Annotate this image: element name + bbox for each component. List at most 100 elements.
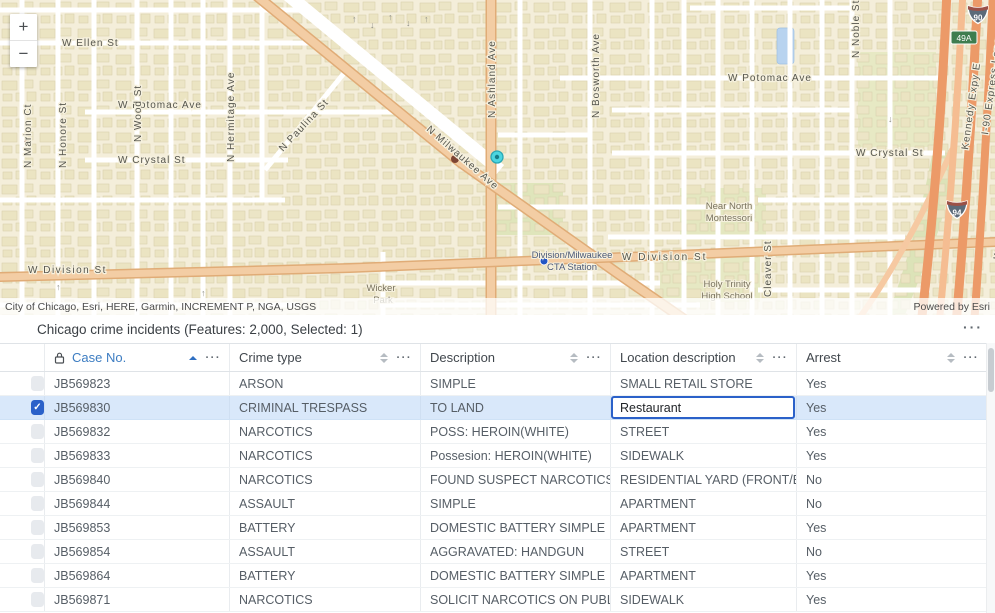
- cell-location-editing[interactable]: Restaurant: [611, 396, 797, 419]
- row-checkbox[interactable]: [31, 448, 44, 463]
- cell-crime-type[interactable]: NARCOTICS: [230, 420, 421, 443]
- cell-crime-type[interactable]: BATTERY: [230, 516, 421, 539]
- table-row[interactable]: JB569823 ARSON SIMPLE SMALL RETAIL STORE…: [0, 372, 995, 396]
- column-menu-arrest[interactable]: ···: [963, 351, 979, 364]
- cell-location[interactable]: APARTMENT: [611, 516, 797, 539]
- cell-crime-type[interactable]: CRIMINAL TRESPASS: [230, 396, 421, 419]
- cta-station-marker[interactable]: [539, 256, 549, 266]
- table-row[interactable]: JB569832 NARCOTICS POSS: HEROIN(WHITE) S…: [0, 420, 995, 444]
- table-scrollbar-track[interactable]: [986, 343, 995, 613]
- table-row[interactable]: JB569840 NARCOTICS FOUND SUSPECT NARCOTI…: [0, 468, 995, 492]
- row-checkbox[interactable]: [31, 544, 44, 559]
- map-point-feature[interactable]: [451, 155, 459, 163]
- cell-arrest[interactable]: Yes: [806, 568, 827, 583]
- cell-case-no[interactable]: JB569830: [45, 396, 230, 419]
- cell-location[interactable]: SMALL RETAIL STORE: [611, 372, 797, 395]
- cell-case-no[interactable]: JB569854: [45, 540, 230, 563]
- cell-case-no[interactable]: JB569823: [45, 372, 230, 395]
- cell-description[interactable]: DOMESTIC BATTERY SIMPLE: [421, 516, 611, 539]
- cell-arrest[interactable]: No: [806, 496, 822, 511]
- cell-description[interactable]: POSS: HEROIN(WHITE): [421, 420, 611, 443]
- row-checkbox[interactable]: [31, 424, 44, 439]
- column-menu-case-no[interactable]: ···: [205, 351, 221, 364]
- cell-arrest[interactable]: No: [806, 472, 822, 487]
- row-checkbox[interactable]: [31, 520, 44, 535]
- svg-text:N Honore St: N Honore St: [58, 102, 69, 168]
- cell-arrest[interactable]: Yes: [806, 520, 827, 535]
- cell-location[interactable]: STREET: [611, 540, 797, 563]
- cell-crime-type[interactable]: BATTERY: [230, 564, 421, 587]
- table-row[interactable]: JB569833 NARCOTICS Possesion: HEROIN(WHI…: [0, 444, 995, 468]
- sort-icon[interactable]: [379, 352, 388, 363]
- cell-description[interactable]: DOMESTIC BATTERY SIMPLE: [421, 564, 611, 587]
- basemap: ↑ ↓ ↑ ↓ ↑ ↑ ↑ ↓ 90 49A: [0, 0, 995, 315]
- cell-location[interactable]: RESIDENTIAL YARD (FRONT/BA...: [611, 468, 797, 491]
- column-menu-location[interactable]: ···: [772, 351, 788, 364]
- row-checkbox[interactable]: [31, 592, 44, 607]
- cell-case-no[interactable]: JB569864: [45, 564, 230, 587]
- cell-case-no[interactable]: JB569832: [45, 420, 230, 443]
- table-scrollbar-thumb[interactable]: [988, 348, 994, 392]
- cell-description[interactable]: SOLICIT NARCOTICS ON PUBLI...: [421, 588, 611, 611]
- cell-description[interactable]: SIMPLE: [421, 372, 611, 395]
- svg-text:W Potomac Ave: W Potomac Ave: [728, 73, 812, 84]
- sort-icon[interactable]: [946, 352, 955, 363]
- table-row[interactable]: JB569853 BATTERY DOMESTIC BATTERY SIMPLE…: [0, 516, 995, 540]
- cell-case-no[interactable]: JB569853: [45, 516, 230, 539]
- map-canvas[interactable]: ↑ ↓ ↑ ↓ ↑ ↑ ↑ ↓ 90 49A: [0, 0, 995, 315]
- sort-icon[interactable]: [569, 352, 578, 363]
- location-edit-input[interactable]: Restaurant: [611, 396, 795, 419]
- sort-ascending-icon[interactable]: [188, 355, 197, 360]
- cell-case-no[interactable]: JB569844: [45, 492, 230, 515]
- row-checkbox[interactable]: [31, 472, 44, 487]
- zoom-out-button[interactable]: −: [18, 44, 29, 63]
- column-header-arrest[interactable]: Arrest ···: [797, 344, 987, 371]
- row-checkbox[interactable]: [31, 568, 44, 583]
- cell-case-no[interactable]: JB569840: [45, 468, 230, 491]
- column-header-crime-type[interactable]: Crime type ···: [230, 344, 421, 371]
- column-header-case-no[interactable]: Case No. ···: [45, 344, 230, 371]
- cell-arrest[interactable]: No: [806, 544, 822, 559]
- cell-location[interactable]: APARTMENT: [611, 564, 797, 587]
- svg-text:90: 90: [974, 14, 983, 23]
- table-row-selected[interactable]: ✓ JB569830 CRIMINAL TRESPASS TO LAND Res…: [0, 396, 995, 420]
- cell-description[interactable]: TO LAND: [421, 396, 611, 419]
- table-options-button[interactable]: ···: [963, 319, 983, 335]
- cell-crime-type[interactable]: NARCOTICS: [230, 588, 421, 611]
- cell-description[interactable]: SIMPLE: [421, 492, 611, 515]
- cell-location[interactable]: STREET: [611, 420, 797, 443]
- cell-case-no[interactable]: JB569833: [45, 444, 230, 467]
- cell-location[interactable]: SIDEWALK: [611, 588, 797, 611]
- cell-crime-type[interactable]: ARSON: [230, 372, 421, 395]
- map-point-feature[interactable]: [24, 138, 32, 146]
- cell-arrest[interactable]: Yes: [806, 448, 827, 463]
- cell-crime-type[interactable]: ASSAULT: [230, 492, 421, 515]
- cell-description[interactable]: AGGRAVATED: HANDGUN: [421, 540, 611, 563]
- sort-icon[interactable]: [755, 352, 764, 363]
- cell-location[interactable]: SIDEWALK: [611, 444, 797, 467]
- column-header-description[interactable]: Description ···: [421, 344, 611, 371]
- cell-crime-type[interactable]: NARCOTICS: [230, 444, 421, 467]
- row-checkbox-checked[interactable]: ✓: [31, 400, 44, 415]
- cell-arrest[interactable]: Yes: [806, 424, 827, 439]
- table-row[interactable]: JB569871 NARCOTICS SOLICIT NARCOTICS ON …: [0, 588, 995, 612]
- cell-case-no[interactable]: JB569871: [45, 588, 230, 611]
- column-menu-description[interactable]: ···: [586, 351, 602, 364]
- cell-description[interactable]: FOUND SUSPECT NARCOTICS: [421, 468, 611, 491]
- zoom-in-button[interactable]: +: [10, 14, 37, 41]
- selected-feature-marker[interactable]: [490, 150, 504, 164]
- table-row[interactable]: JB569854 ASSAULT AGGRAVATED: HANDGUN STR…: [0, 540, 995, 564]
- cell-crime-type[interactable]: ASSAULT: [230, 540, 421, 563]
- cell-arrest[interactable]: Yes: [806, 376, 827, 391]
- row-checkbox[interactable]: [31, 376, 44, 391]
- cell-arrest[interactable]: Yes: [806, 592, 827, 607]
- cell-crime-type[interactable]: NARCOTICS: [230, 468, 421, 491]
- column-menu-crime-type[interactable]: ···: [396, 351, 412, 364]
- row-checkbox[interactable]: [31, 496, 44, 511]
- cell-description[interactable]: Possesion: HEROIN(WHITE): [421, 444, 611, 467]
- cell-location[interactable]: APARTMENT: [611, 492, 797, 515]
- table-row[interactable]: JB569864 BATTERY DOMESTIC BATTERY SIMPLE…: [0, 564, 995, 588]
- cell-arrest[interactable]: Yes: [806, 400, 827, 415]
- table-row[interactable]: JB569844 ASSAULT SIMPLE APARTMENT No: [0, 492, 995, 516]
- column-header-location-description[interactable]: Location description ···: [611, 344, 797, 371]
